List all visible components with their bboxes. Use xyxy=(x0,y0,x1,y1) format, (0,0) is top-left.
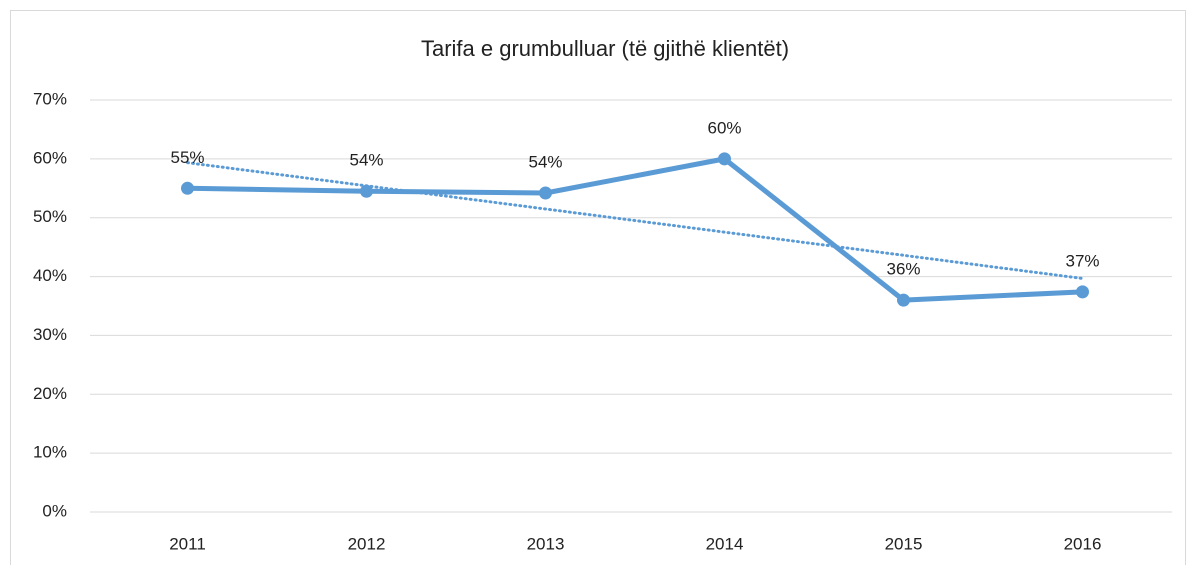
data-point xyxy=(1076,285,1089,299)
x-tick-label: 2012 xyxy=(348,534,386,553)
x-tick-label: 2016 xyxy=(1064,534,1102,553)
data-label: 55% xyxy=(170,148,204,167)
y-tick-label: 20% xyxy=(33,384,67,403)
data-point xyxy=(897,293,910,307)
y-tick-label: 50% xyxy=(33,207,67,226)
x-tick-label: 2011 xyxy=(169,534,206,553)
data-label: 37% xyxy=(1065,251,1099,270)
y-tick-label: 60% xyxy=(33,148,67,167)
y-tick-label: 70% xyxy=(33,89,67,108)
data-point xyxy=(360,184,373,198)
x-tick-label: 2013 xyxy=(527,534,565,553)
trendline xyxy=(186,161,1084,280)
y-tick-label: 0% xyxy=(42,501,67,520)
y-tick-label: 40% xyxy=(33,266,67,285)
data-label: 54% xyxy=(528,152,562,171)
series-line xyxy=(187,156,1083,303)
data-label: 36% xyxy=(886,260,920,279)
chart-frame xyxy=(10,10,1186,565)
data-label: 60% xyxy=(707,118,741,137)
y-tick-label: 30% xyxy=(33,325,67,344)
y-tick-label: 10% xyxy=(33,443,67,462)
data-point xyxy=(539,186,552,200)
data-label: 54% xyxy=(349,151,383,170)
data-point xyxy=(181,181,194,195)
x-tick-label: 2015 xyxy=(885,534,923,553)
x-tick-label: 2014 xyxy=(706,534,744,553)
data-point xyxy=(718,152,731,166)
chart-title: Tarifa e grumbulluar (të gjithë klientët… xyxy=(421,36,789,61)
